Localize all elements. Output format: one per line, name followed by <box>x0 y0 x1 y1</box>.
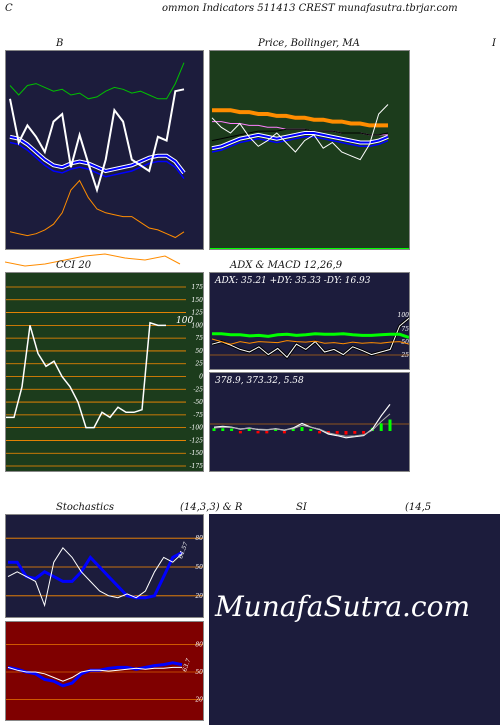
price-ma-black <box>211 128 389 142</box>
boll-mid-b <box>9 141 185 180</box>
cci-tick-label: 175 <box>192 284 204 291</box>
price-close <box>211 104 389 161</box>
macd-panel: 378.9, 373.32, 5.58 <box>209 372 410 472</box>
rsi-tick-label: 80 <box>195 641 203 648</box>
adx-chart: 100 75 50 25 <box>210 312 410 360</box>
boll-mid-a <box>9 135 185 174</box>
cci-tick-label: 125 <box>192 310 204 317</box>
bollinger-panel <box>5 50 204 250</box>
rsi-readout: 63.7 <box>181 658 192 673</box>
adx-tick-label: 25 <box>400 352 409 359</box>
bollinger-tail <box>5 253 181 267</box>
cci-tick-label: -50 <box>193 399 203 406</box>
boll-price <box>9 88 185 194</box>
rsi-signal-line <box>7 666 182 682</box>
cci-tick-label: -75 <box>193 412 203 419</box>
rsi-chart: 80 50 20 63.7 <box>6 641 203 704</box>
adx-line <box>212 332 409 339</box>
cci-tick-label: -175 <box>190 463 204 470</box>
page-letter: C <box>5 3 13 14</box>
macd-signal-line <box>213 413 391 437</box>
stoch-d-line <box>8 551 183 600</box>
rsi-tick-label: 50 <box>195 669 203 676</box>
boll-tail-line <box>5 253 181 267</box>
adx-tick-label: 100 <box>398 312 410 319</box>
dark-area: MunafaSutra.com <box>209 514 500 725</box>
macd-chart <box>210 404 409 439</box>
adx-tick-label: 75 <box>401 326 409 333</box>
rsi-params: (14,5 <box>405 502 432 513</box>
cci-line <box>6 321 166 429</box>
cci-chart: 1751501251007550250-25-50-75-100-125-150… <box>6 284 204 470</box>
price-ma-title: Price, Bollinger, MA <box>258 38 360 49</box>
cci-tick-label: -100 <box>190 425 204 432</box>
rsi-tick-label: 20 <box>194 697 203 704</box>
adx-plus-dy <box>211 338 409 345</box>
boll-upper-band <box>9 62 185 100</box>
stoch-tick-label: 20 <box>194 593 203 600</box>
cci-panel: 175 150 125 100 75 50 25 0 -25 -50 -75 -100 -125 -150… <box>5 272 204 472</box>
cci-tick-label: -25 <box>193 386 203 393</box>
rsi-line <box>7 661 183 688</box>
cci-tick-label: 75 <box>195 335 203 342</box>
cci-tick-label: -150 <box>190 450 204 457</box>
price-ma-blue-a <box>211 132 389 150</box>
rsi-title: SI <box>296 502 307 513</box>
rsi-panel: 80 50 20 63.7 <box>5 621 204 721</box>
cci-title: CCI 20 <box>56 260 92 271</box>
stoch-params: (14,3,3) & R <box>180 502 243 513</box>
cci-tick-label: 50 <box>195 348 203 355</box>
stoch-tick-label: 50 <box>195 564 203 571</box>
watermark: MunafaSutra.com <box>215 590 471 623</box>
stoch-k-line <box>7 546 183 608</box>
stoch-chart: 80 50 20 64.57 <box>6 535 203 608</box>
adx-tick-label: 50 <box>401 339 409 346</box>
cci-tick-label: 25 <box>194 361 203 368</box>
boll-lower-band <box>9 179 185 239</box>
price-ma-orange <box>212 108 388 128</box>
cci-tick-label: 150 <box>192 297 204 304</box>
adx-minus-dy <box>211 317 409 358</box>
price-ma-panel <box>209 50 410 250</box>
price-ma-blue-b <box>211 136 389 153</box>
cci-readout: 100 <box>176 316 194 326</box>
adx-readout: ADX: 35.21 +DY: 35.33 -DY: 16.93 <box>215 276 371 286</box>
adx-panel: ADX: 35.21 +DY: 35.33 -DY: 16.93 100 75 50… <box>209 272 410 370</box>
cci-tick-label: 100 <box>192 322 204 329</box>
page-title: ommon Indicators 511413 CREST munafasutr… <box>162 3 458 14</box>
cci-tick-label: -125 <box>190 437 204 444</box>
adx-macd-title: ADX & MACD 12,26,9 <box>230 260 343 271</box>
stoch-readout: 64.57 <box>177 541 190 560</box>
bollinger-chart <box>9 62 186 239</box>
adx-minus-dy-shadow <box>211 317 409 360</box>
price-ma-chart <box>210 104 409 249</box>
cci-tick-label: 0 <box>199 374 203 381</box>
stoch-panel: 80 50 20 64.57 <box>5 514 204 618</box>
stoch-tick-label: 80 <box>195 535 203 542</box>
stoch-title: Stochastics <box>56 502 114 513</box>
bollinger-title: B <box>56 38 64 49</box>
macd-readout: 378.9, 373.32, 5.58 <box>215 376 304 386</box>
price-ma-title-edge: I <box>492 38 496 49</box>
